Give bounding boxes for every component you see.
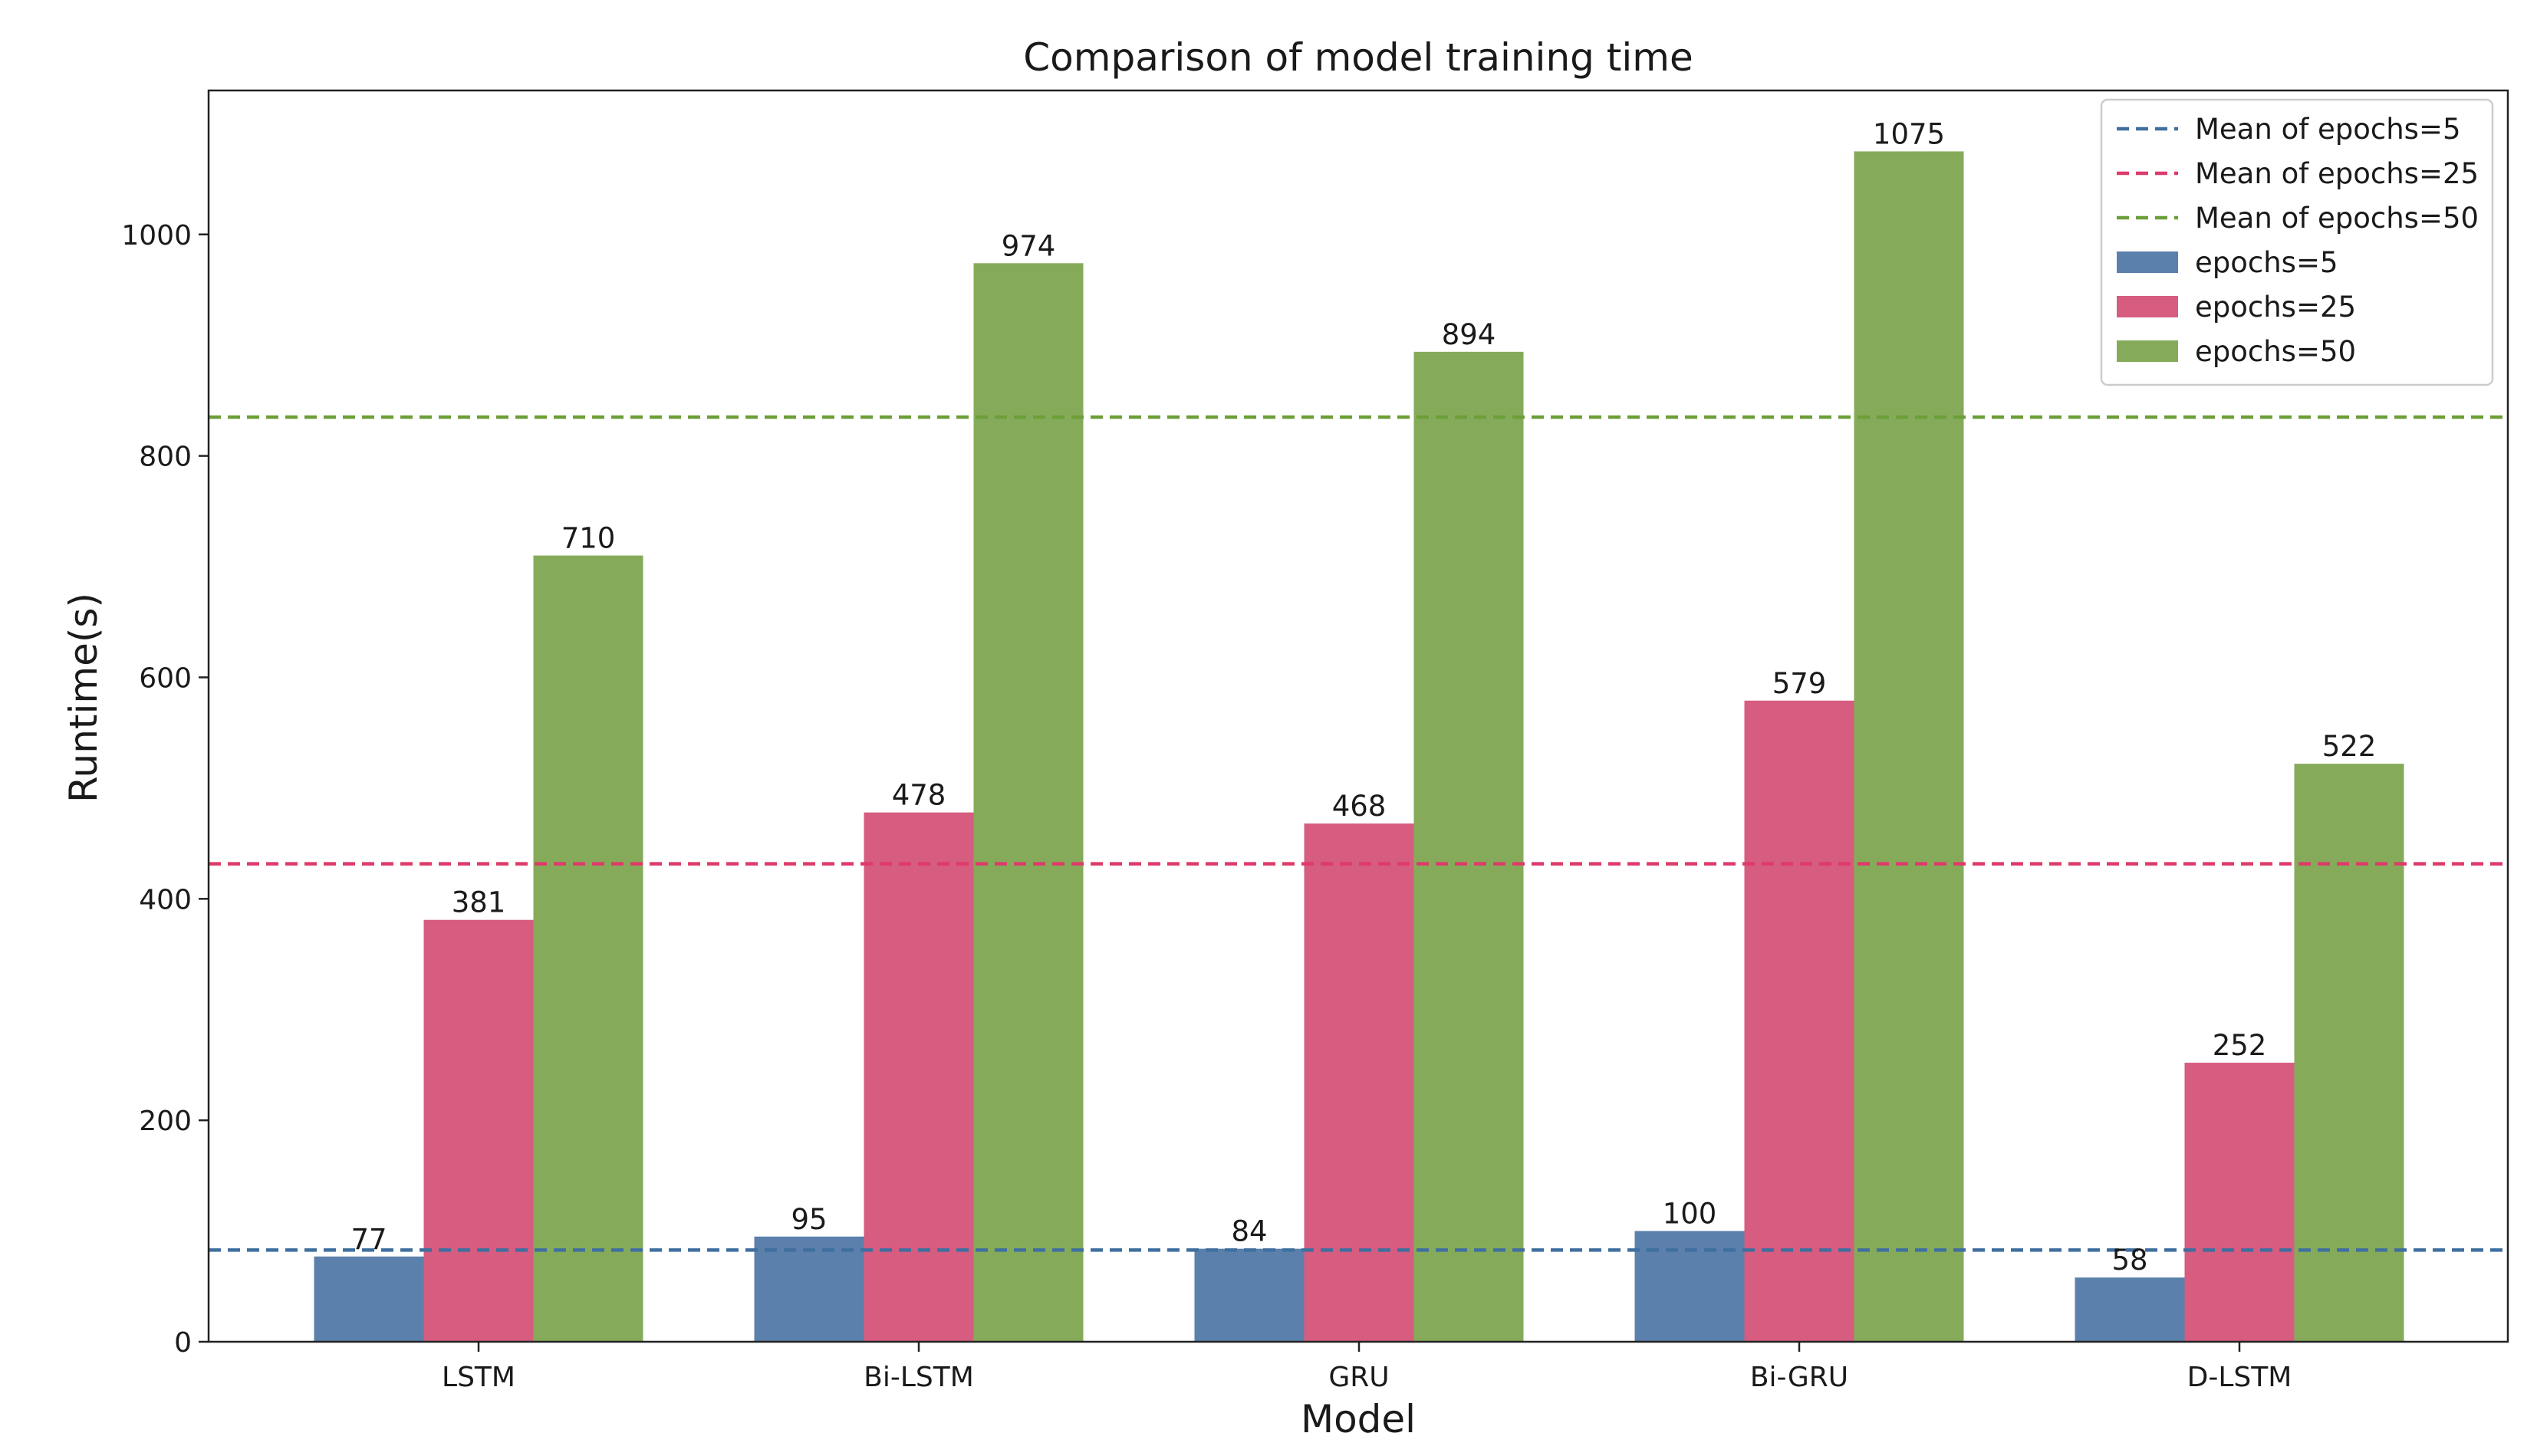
legend-entry-label: Mean of epochs=50 xyxy=(2195,202,2479,235)
bar-value-label: 77 xyxy=(350,1223,387,1256)
bar-value-label: 100 xyxy=(1663,1198,1717,1231)
legend-entry-label: Mean of epochs=5 xyxy=(2195,113,2461,146)
bar-value-label: 468 xyxy=(1332,790,1387,823)
legend-entry-label: epochs=25 xyxy=(2195,291,2356,324)
legend-entry-label: epochs=5 xyxy=(2195,246,2338,279)
bar-value-label: 95 xyxy=(791,1203,827,1236)
bar-gru-epochs-25 xyxy=(1304,823,1414,1342)
x-tick-label-lstm: LSTM xyxy=(442,1362,515,1393)
bar-value-label: 1075 xyxy=(1873,117,1945,150)
y-tick-label: 600 xyxy=(139,662,192,694)
bar-gru-epochs-50 xyxy=(1413,351,1524,1342)
x-tick-label-bi-gru: Bi-GRU xyxy=(1750,1362,1848,1393)
bar-value-label: 579 xyxy=(1772,667,1827,700)
bar-bi-gru-epochs-25 xyxy=(1744,700,1854,1342)
x-axis-label: Model xyxy=(1301,1397,1416,1441)
bar-value-label: 974 xyxy=(1002,229,1056,262)
bar-bi-lstm-epochs-5 xyxy=(754,1236,864,1342)
bar-value-label: 252 xyxy=(2213,1029,2267,1062)
legend-patch-swatch xyxy=(2117,251,2178,273)
bar-value-label: 522 xyxy=(2322,730,2377,763)
legend-entry-label: epochs=50 xyxy=(2195,335,2356,368)
bar-bi-gru-epochs-50 xyxy=(1854,151,1964,1343)
bar-value-label: 84 xyxy=(1231,1215,1267,1248)
bar-lstm-epochs-50 xyxy=(533,555,643,1343)
bar-gru-epochs-5 xyxy=(1194,1248,1305,1342)
y-axis-label: Runtime(s) xyxy=(61,593,106,803)
bar-lstm-epochs-5 xyxy=(314,1256,424,1342)
legend-patch-swatch xyxy=(2117,296,2178,317)
legend-patch-swatch xyxy=(2117,340,2178,362)
bar-value-label: 894 xyxy=(1442,318,1496,351)
legend-entry-label: Mean of epochs=25 xyxy=(2195,157,2479,190)
bar-value-label: 381 xyxy=(452,886,506,919)
bar-d-lstm-epochs-50 xyxy=(2294,764,2404,1342)
bar-value-label: 710 xyxy=(561,522,616,555)
bar-value-label: 58 xyxy=(2111,1244,2147,1277)
bar-bi-lstm-epochs-25 xyxy=(864,812,974,1342)
legend: Mean of epochs=5 Mean of epochs=25 Mean of… xyxy=(2100,98,2494,386)
bars-layer xyxy=(314,151,2404,1343)
x-tick-label-gru: GRU xyxy=(1328,1362,1389,1393)
bar-lstm-epochs-25 xyxy=(423,919,534,1342)
x-axis: LSTM Bi-LSTM GRU Bi-GRU D-LSTM xyxy=(442,1342,2292,1393)
y-tick-label: 200 xyxy=(139,1106,192,1137)
bar-d-lstm-epochs-25 xyxy=(2184,1063,2295,1342)
bar-bi-gru-epochs-5 xyxy=(1634,1231,1745,1342)
y-tick-label: 1000 xyxy=(121,220,192,251)
y-tick-label: 800 xyxy=(139,442,192,473)
x-tick-label-d-lstm: D-LSTM xyxy=(2187,1362,2292,1393)
chart-title: Comparison of model training time xyxy=(1023,35,1693,80)
y-tick-label: 0 xyxy=(174,1327,192,1359)
legend-box xyxy=(2100,98,2494,386)
bar-d-lstm-epochs-5 xyxy=(2075,1277,2185,1342)
bar-labels-layer: 77 95 84 100 58 381 478 468 579 252 710 974 894 1075 5… xyxy=(350,117,2376,1277)
x-tick-label-bi-lstm: Bi-LSTM xyxy=(864,1362,974,1393)
y-axis: 0 200 400 600 800 1000 xyxy=(121,220,209,1359)
y-tick-label: 400 xyxy=(139,884,192,915)
bar-value-label: 478 xyxy=(892,779,946,812)
bar-bi-lstm-epochs-50 xyxy=(973,263,1084,1343)
